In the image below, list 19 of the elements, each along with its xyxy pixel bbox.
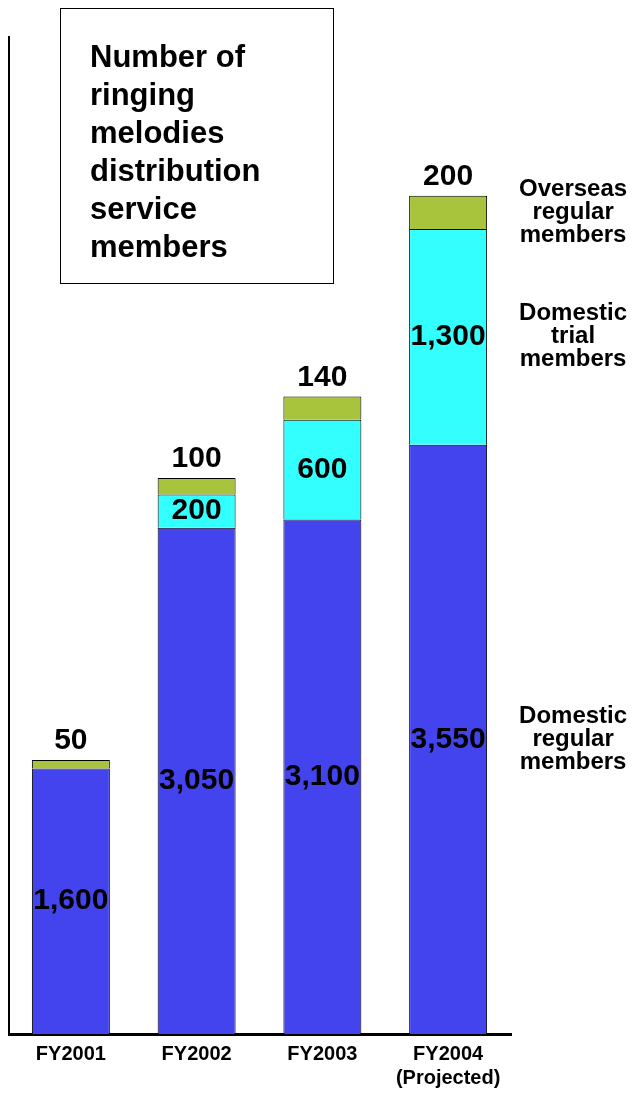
data-label: 200 — [171, 492, 222, 526]
data-label: 1,600 — [33, 882, 109, 916]
data-label: 3,100 — [284, 757, 360, 791]
chart-title: Number of ringing melodies distribution service members — [90, 38, 262, 266]
data-label: 100 — [171, 440, 222, 474]
x-tick-label: FY2002 — [161, 1041, 232, 1064]
series-label: Overseas regular members — [519, 173, 628, 247]
data-label: 140 — [297, 358, 348, 392]
data-label: 50 — [54, 722, 88, 756]
x-tick-label: FY2001 — [35, 1041, 106, 1064]
data-label: 200 — [423, 157, 474, 191]
data-label: 3,050 — [159, 762, 235, 796]
data-label: 3,550 — [410, 720, 486, 754]
data-label: 1,300 — [410, 318, 486, 352]
series-label: Domestic trial members — [519, 298, 628, 372]
x-tick-label: FY2004 (Projected) — [395, 1041, 501, 1088]
x-tick-label: FY2003 — [287, 1041, 358, 1064]
data-label: 600 — [297, 450, 348, 484]
series-label: Domestic regular members — [519, 700, 628, 774]
